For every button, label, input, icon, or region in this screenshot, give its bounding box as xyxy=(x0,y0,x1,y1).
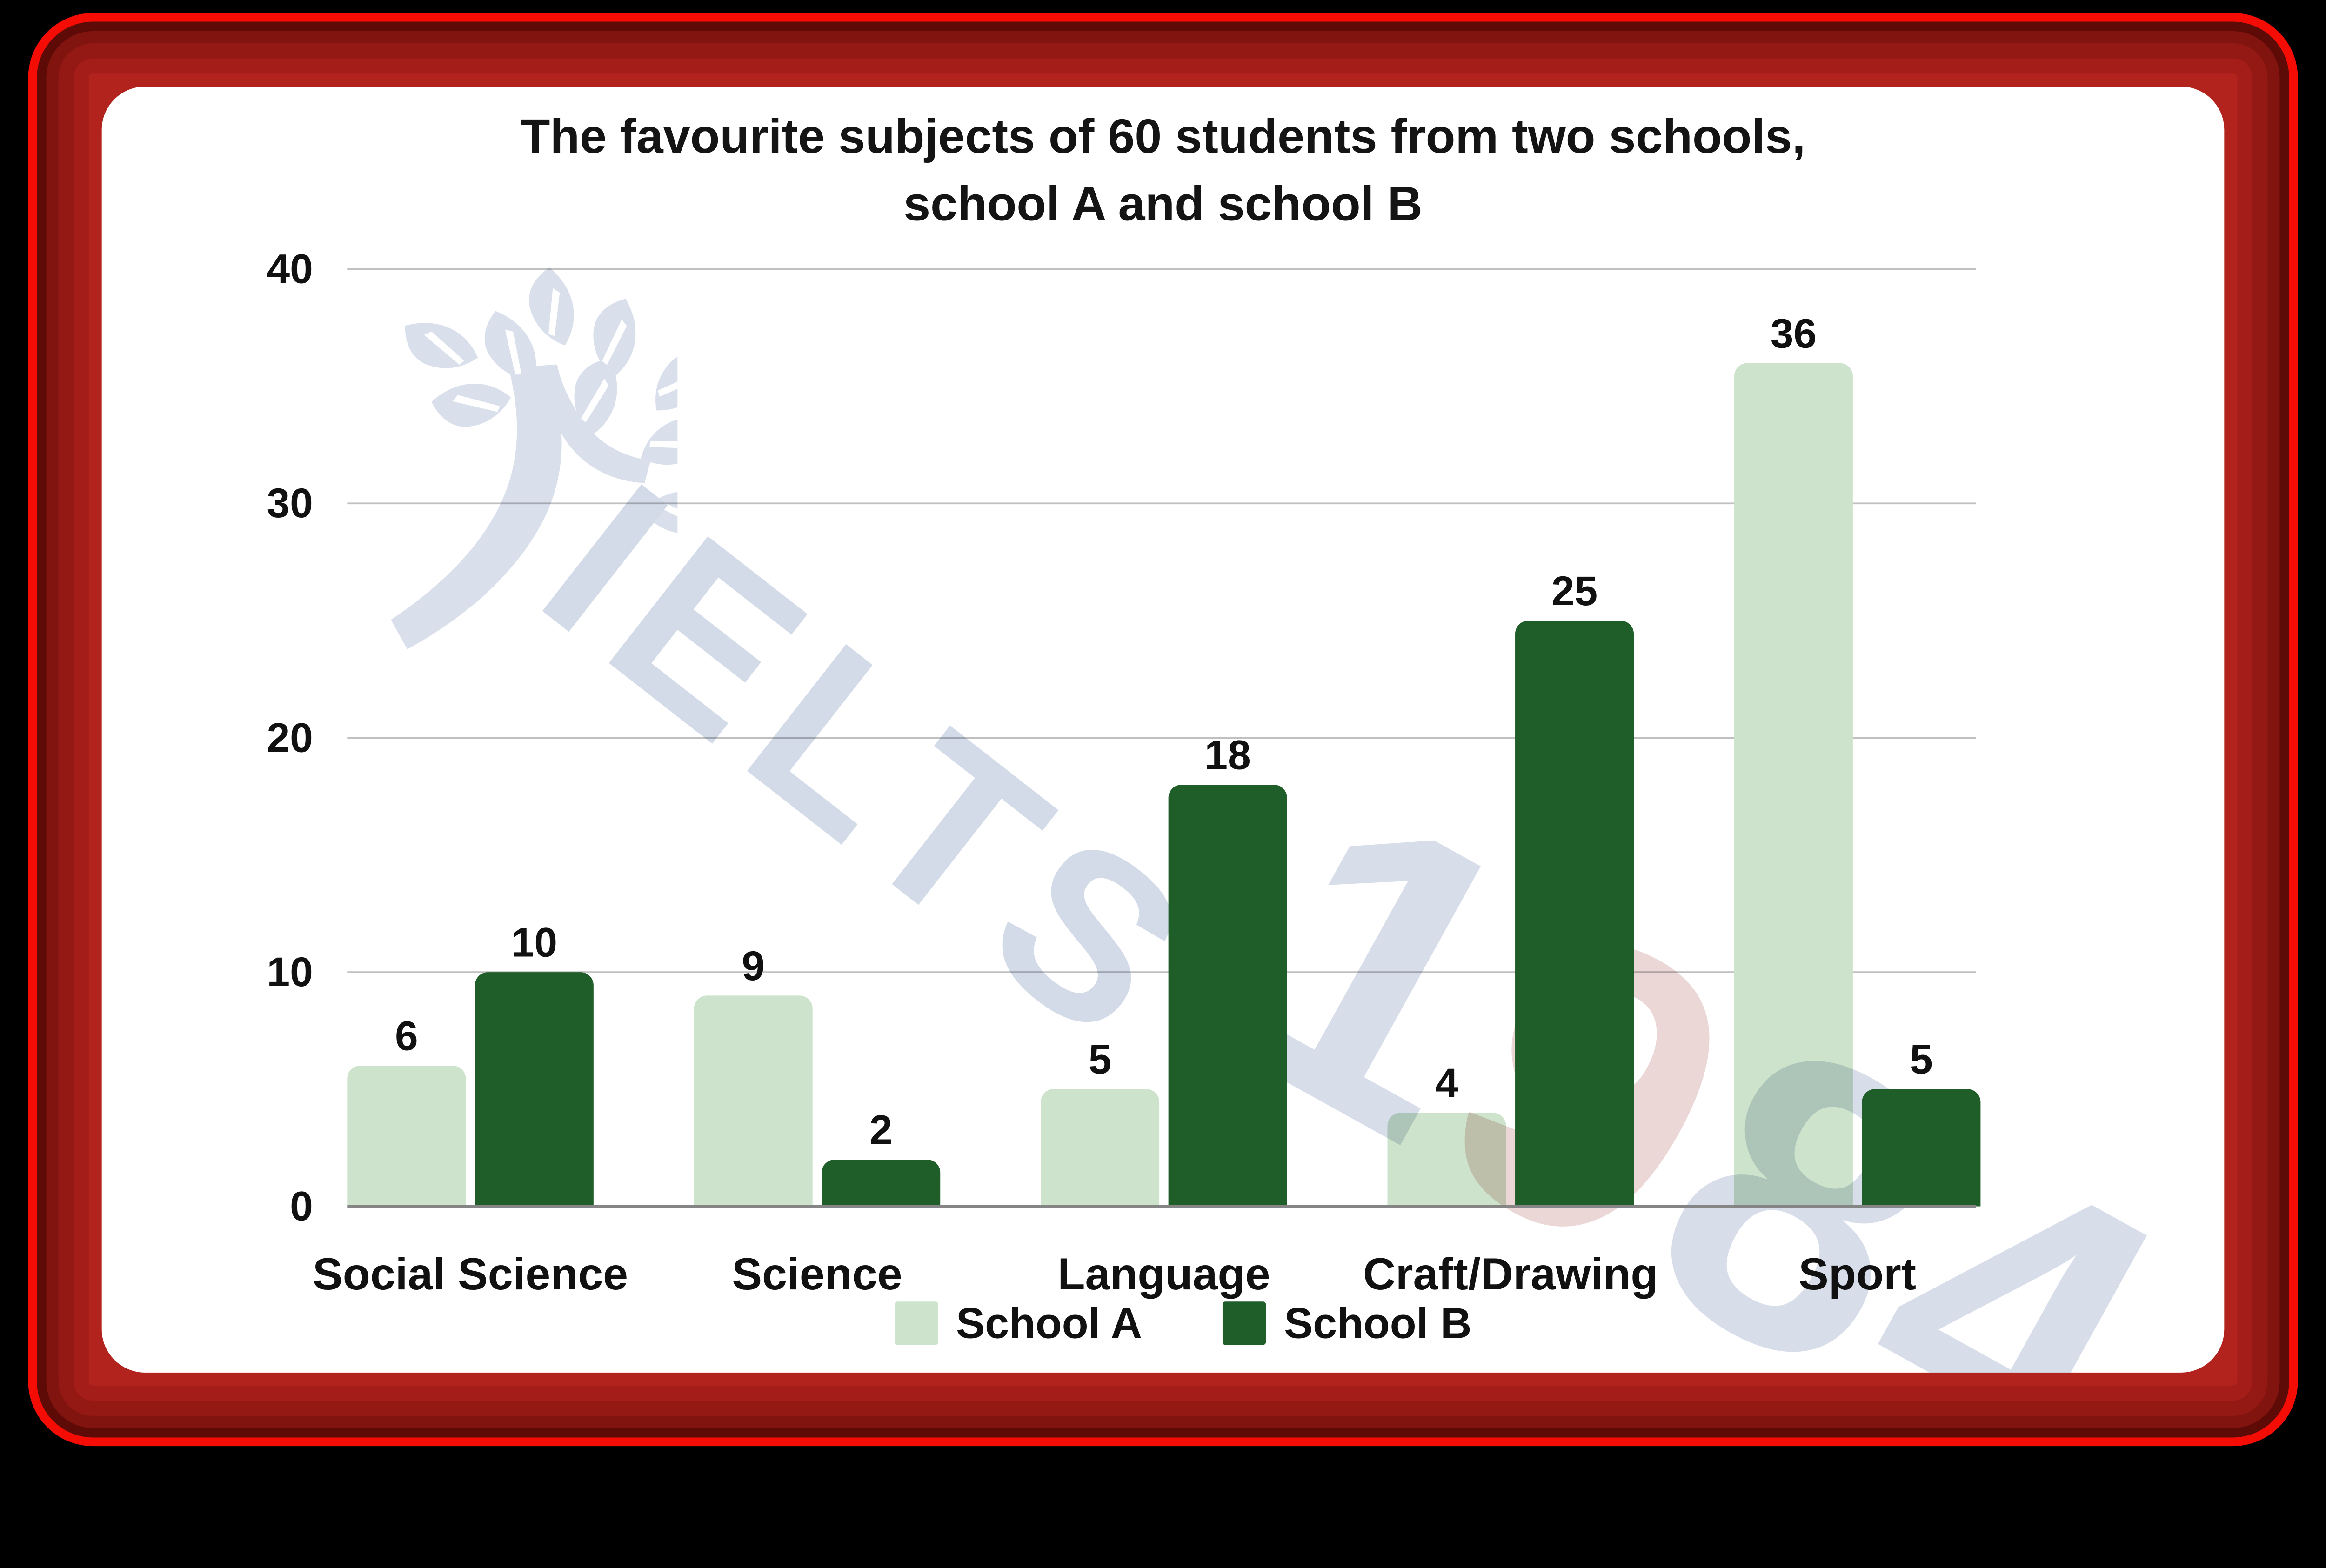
bar-chart-plot-area: 6 10 Social Science 9 2 Science 5 18 Language 4 25… xyxy=(313,268,1992,1297)
value-label: 18 xyxy=(1204,732,1251,778)
bar-school-a xyxy=(1734,363,1853,1207)
value-label: 10 xyxy=(511,919,558,966)
red-frame: The favourite subjects of 60 students fr… xyxy=(28,13,2298,1447)
value-label: 36 xyxy=(1770,310,1817,357)
gridline xyxy=(347,268,1977,270)
y-tick-label: 20 xyxy=(267,714,313,761)
legend-label-school-b: School B xyxy=(1284,1299,1472,1348)
value-label: 5 xyxy=(1910,1036,1933,1083)
x-axis-label: Language xyxy=(1057,1249,1270,1300)
y-tick-label: 30 xyxy=(267,480,313,527)
bar-school-a xyxy=(347,1066,466,1207)
y-tick-label: 10 xyxy=(267,948,313,995)
bar-school-b xyxy=(1168,784,1287,1207)
bar-group: 5 18 xyxy=(1041,734,1287,1207)
chart-card: The favourite subjects of 60 students fr… xyxy=(101,87,2225,1373)
gridline xyxy=(347,502,1977,505)
legend-label-school-a: School A xyxy=(956,1299,1142,1348)
bar-school-a xyxy=(1387,1113,1506,1207)
value-label: 4 xyxy=(1435,1060,1458,1107)
bar-school-a xyxy=(694,995,813,1207)
value-label: 9 xyxy=(742,942,765,989)
bar-school-b xyxy=(1862,1089,1981,1207)
bar-group: 36 5 xyxy=(1734,310,1981,1207)
legend-swatch-school-b xyxy=(1223,1301,1266,1345)
chart-title: The favourite subjects of 60 students fr… xyxy=(102,103,2225,238)
x-axis-label: Science xyxy=(732,1249,902,1300)
bar-group: 6 10 xyxy=(347,919,594,1207)
bar-school-b xyxy=(475,972,594,1207)
x-axis-line xyxy=(347,1205,1977,1208)
bar-school-b xyxy=(822,1159,941,1207)
legend-swatch-school-a xyxy=(895,1301,938,1345)
bar-group: 4 25 xyxy=(1387,567,1634,1207)
value-label: 6 xyxy=(394,1013,418,1060)
chart-legend: School A School B xyxy=(895,1299,1472,1348)
x-axis-label: Social Science xyxy=(313,1249,628,1300)
poster-canvas: The favourite subjects of 60 students fr… xyxy=(28,13,2298,1447)
gridline xyxy=(347,737,1977,739)
chart-title-line2: school A and school B xyxy=(903,176,1423,231)
gridline xyxy=(347,971,1977,973)
x-axis-label: Sport xyxy=(1798,1249,1916,1300)
value-label: 5 xyxy=(1088,1036,1112,1083)
value-label: 2 xyxy=(869,1107,893,1153)
bar-school-a xyxy=(1041,1089,1160,1207)
chart-title-line1: The favourite subjects of 60 students fr… xyxy=(520,109,1806,163)
value-label: 25 xyxy=(1551,567,1598,614)
legend-item-school-a: School A xyxy=(895,1301,1142,1345)
bar-school-b xyxy=(1515,621,1634,1207)
y-tick-label: 40 xyxy=(267,246,313,293)
y-tick-label: 0 xyxy=(290,1183,313,1229)
y-axis: 40 30 20 10 0 xyxy=(102,247,313,1228)
legend-item-school-b: School B xyxy=(1223,1299,1472,1348)
x-axis-label: Craft/Drawing xyxy=(1363,1249,1658,1300)
